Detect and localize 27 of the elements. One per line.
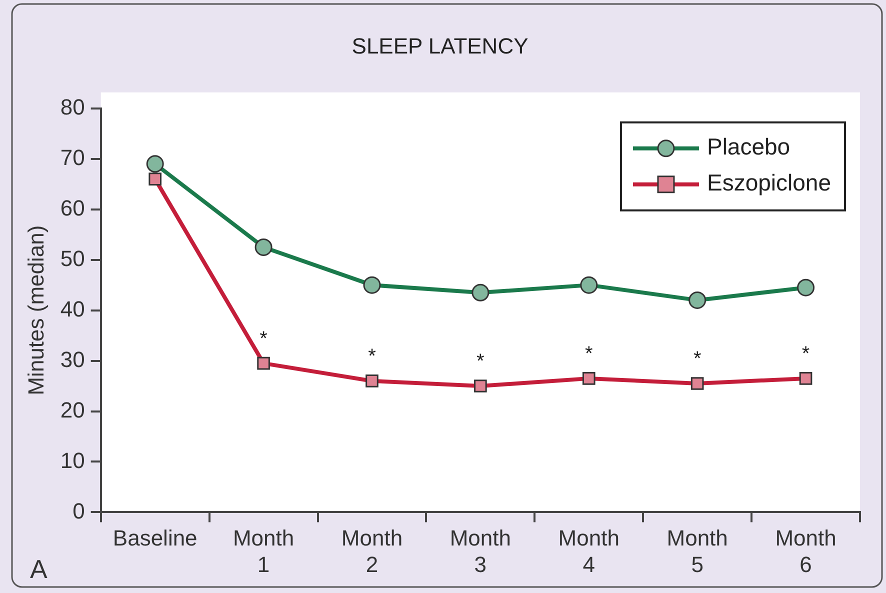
- y-tick-label: 10: [60, 448, 85, 473]
- y-tick-label: 30: [60, 346, 85, 372]
- y-axis-title: Minutes (median): [23, 225, 48, 396]
- annotation: *: [476, 350, 485, 373]
- annotation: *: [693, 348, 702, 370]
- y-tick-label: 20: [60, 397, 85, 422]
- annotation: *: [368, 345, 376, 368]
- y-tick-label: 40: [60, 296, 85, 322]
- annotation: *: [802, 342, 810, 365]
- text: A: [30, 554, 48, 584]
- x-tick-label: Month 6: [775, 525, 836, 577]
- legend-label: Eszopiclone: [706, 170, 832, 196]
- y-tick-label: 0: [72, 498, 85, 524]
- chart-title: SLEEP LATENCY: [352, 33, 529, 58]
- x-tick-label: Baseline: [112, 525, 198, 550]
- x-tick-label: Month 3: [450, 525, 512, 577]
- x-tick-label: Month 2: [341, 525, 403, 577]
- legend-label: Placebo: [706, 134, 790, 160]
- x-tick-label: Month 1: [232, 525, 294, 577]
- annotation: *: [260, 328, 268, 350]
- y-tick-label: 50: [60, 246, 85, 271]
- annotation: *: [584, 342, 593, 365]
- x-tick-label: Month 5: [666, 525, 728, 577]
- y-tick-label: 80: [60, 94, 85, 120]
- y-tick-label: 60: [60, 195, 85, 220]
- x-tick-label: Month 4: [558, 525, 620, 577]
- y-tick-label: 70: [60, 144, 85, 170]
